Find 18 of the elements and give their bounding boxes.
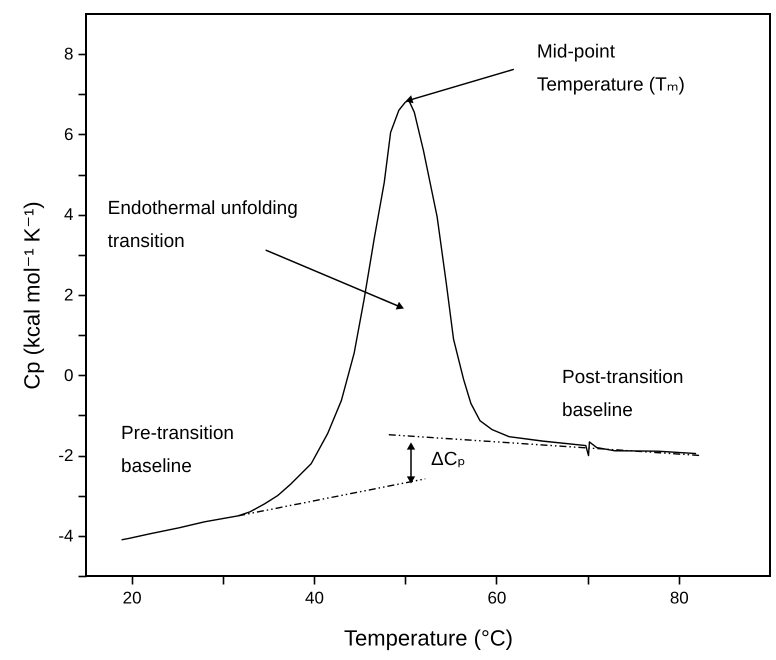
- y-tick-label: -2: [58, 446, 74, 466]
- annotation: Endothermal unfolding transition: [108, 198, 298, 252]
- x-tick-label: 40: [305, 588, 324, 608]
- x-tick-label: 60: [487, 588, 506, 608]
- y-tick-label: 2: [64, 286, 74, 304]
- y-tick-label: 4: [64, 205, 74, 224]
- annotation: Mid-point Temperature (Tₘ): [536, 41, 685, 96]
- y-tick-label: -4: [58, 526, 74, 546]
- y-tick-label: 0: [64, 366, 74, 385]
- x-axis-title: Temperature (°C): [344, 626, 513, 650]
- y-tick-label: 6: [64, 124, 74, 144]
- x-tick-label: 20: [122, 588, 142, 608]
- annotation: ΔCₚ: [431, 449, 466, 470]
- y-axis-title: Cp (kcal mol⁻¹ K⁻¹): [19, 201, 44, 390]
- y-tick-label: 8: [64, 44, 74, 64]
- annotation: Pre-transition baseline: [121, 423, 234, 477]
- x-tick-label: 80: [670, 588, 689, 608]
- annotation: Post-transition baseline: [562, 367, 684, 421]
